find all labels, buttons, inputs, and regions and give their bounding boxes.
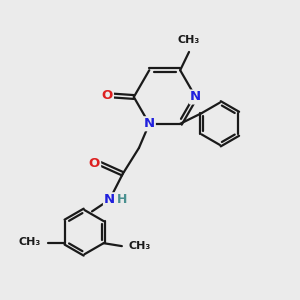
Text: O: O <box>89 157 100 170</box>
Text: N: N <box>144 117 155 130</box>
Text: N: N <box>190 91 201 103</box>
Text: CH₃: CH₃ <box>178 35 200 46</box>
Text: CH₃: CH₃ <box>19 237 41 247</box>
Text: O: O <box>102 89 113 102</box>
Text: H: H <box>117 193 127 206</box>
Text: CH₃: CH₃ <box>128 241 151 251</box>
Text: N: N <box>104 193 115 206</box>
